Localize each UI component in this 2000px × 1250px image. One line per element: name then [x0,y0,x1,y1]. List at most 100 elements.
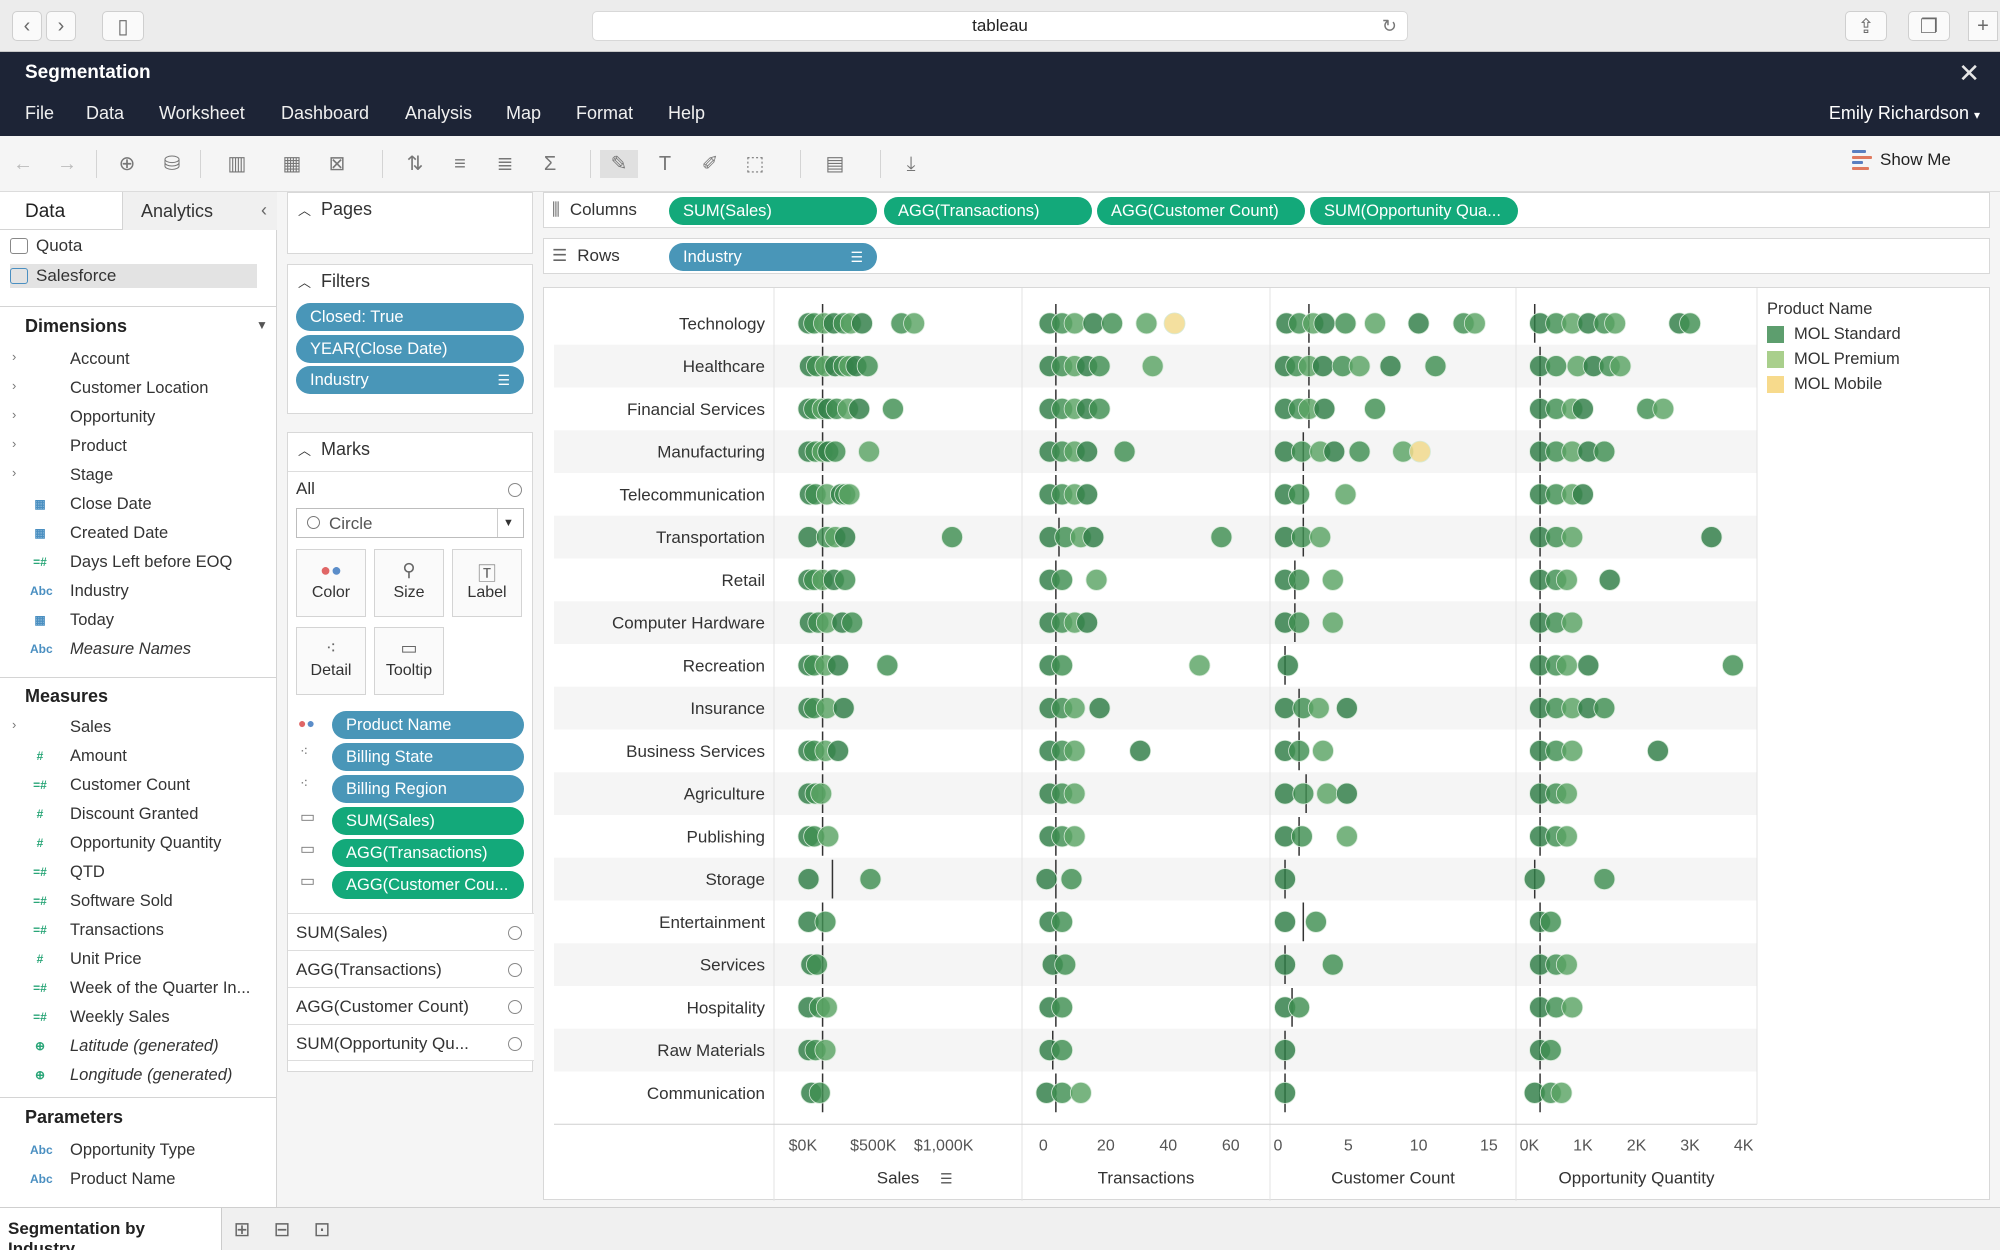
mark-pill-billing-region[interactable]: Billing Region [332,775,524,803]
mark-pill-sum-sales[interactable]: SUM(Sales) [332,807,524,835]
marks-agg-customer-count[interactable]: AGG(Customer Count) [288,987,534,1024]
tab-data[interactable]: Data [25,201,66,222]
mark-type-select[interactable]: Circle ▼ [296,508,524,538]
collapse-icon[interactable]: ‹ [261,200,267,220]
field-item[interactable]: Abc Measure Names [0,637,277,663]
row-pill-industry[interactable]: Industry ☰ [669,243,877,271]
redo-icon[interactable]: → [57,153,77,175]
field-item[interactable]: ▦ Today [0,608,277,634]
marks-sum-opportunity[interactable]: SUM(Opportunity Qu... [288,1024,534,1061]
show-me-button[interactable]: Show Me [1852,150,1951,170]
menu-help[interactable]: Help [668,103,706,123]
radio-icon[interactable] [508,483,522,497]
segmentation-chart[interactable]: Technology Healthcare Financial Services Ma… [544,288,1991,1201]
field-item[interactable]: =# QTD [0,860,277,886]
field-item[interactable]: › Stage [0,463,277,489]
field-item[interactable]: › Sales [0,715,277,741]
address-bar[interactable]: tableau ↻ [592,11,1408,41]
filter-pill-year[interactable]: YEAR(Close Date) [296,335,524,363]
field-item[interactable]: # Opportunity Quantity [0,831,277,857]
field-item[interactable]: # Amount [0,744,277,770]
duplicate-sheet-icon[interactable]: ▦ [282,153,302,175]
mark-pill-agg-transactions[interactable]: AGG(Transactions) [332,839,524,867]
forward-icon[interactable]: › [46,11,76,41]
field-item[interactable]: ▦ Created Date [0,521,277,547]
share-download-icon[interactable]: ⤓ [906,153,916,175]
new-story-icon[interactable]: ⊡ [313,1219,331,1241]
pause-updates-icon[interactable]: ⛁ [163,153,181,175]
legend-item-standard[interactable]: MOL Standard [1767,325,1901,344]
field-item[interactable]: ⊕ Latitude (generated) [0,1034,277,1060]
undo-icon[interactable]: ← [13,153,33,175]
datasource-salesforce[interactable]: Salesforce [10,264,257,288]
field-item[interactable]: =# Weekly Sales [0,1005,277,1031]
menu-analysis[interactable]: Analysis [405,103,473,123]
annotate-icon[interactable]: ✐ [701,153,719,175]
chevron-right-icon[interactable]: › [12,717,17,732]
legend-item-premium[interactable]: MOL Premium [1767,350,1901,369]
field-item[interactable]: › Customer Location [0,376,277,402]
columns-shelf[interactable]: ⫼ Columns SUM(Sales) AGG(Transactions) AG… [543,192,1990,228]
rows-shelf[interactable]: ☰ Rows Industry ☰ [543,238,1990,274]
color-button[interactable]: ●● Color [296,549,366,617]
field-item[interactable]: =# Week of the Quarter In... [0,976,277,1002]
detail-button[interactable]: ⁖ Detail [296,627,366,695]
pages-card[interactable]: ︿ Pages [287,192,533,254]
new-datasource-icon[interactable]: ⊕ [118,153,136,175]
labels-icon[interactable]: T [658,153,672,175]
back-icon[interactable]: ‹ [12,11,42,41]
mark-pill-product-name[interactable]: Product Name [332,711,524,739]
chevron-right-icon[interactable]: › [12,436,17,451]
totals-icon[interactable]: Σ [543,153,557,175]
column-pill-sum-sales[interactable]: SUM(Sales) [669,197,877,225]
datasource-quota[interactable]: Quota [10,236,82,256]
dimensions-menu-icon[interactable]: ▼ [256,318,268,332]
new-worksheet-icon[interactable]: ▥ [227,153,247,175]
column-pill-agg-transactions[interactable]: AGG(Transactions) [884,197,1092,225]
mark-pill-billing-state[interactable]: Billing State [332,743,524,771]
tooltip-button[interactable]: ▭ Tooltip [374,627,444,695]
menu-data[interactable]: Data [86,103,125,123]
sheet-tab-segmentation[interactable]: Segmentation by Industry [0,1208,222,1250]
field-item[interactable]: › Opportunity [0,405,277,431]
marks-sum-sales[interactable]: SUM(Sales) [288,913,534,950]
marks-agg-transactions[interactable]: AGG(Transactions) [288,950,534,987]
menu-worksheet[interactable]: Worksheet [159,103,245,123]
close-icon[interactable]: ✕ [1958,58,1980,88]
tab-analytics[interactable]: Analytics ‹ [122,192,277,230]
filter-pill-closed[interactable]: Closed: True [296,303,524,331]
menu-file[interactable]: File [25,103,55,123]
new-worksheet-icon[interactable]: ⊞ [233,1219,251,1241]
field-item[interactable]: ▦ Close Date [0,492,277,518]
swap-icon[interactable]: ⇅ [406,153,424,175]
label-button[interactable]: 🅃 Label [452,549,522,617]
new-dashboard-icon[interactable]: ⊟ [273,1219,291,1241]
chevron-right-icon[interactable]: › [12,465,17,480]
fit-icon[interactable]: ⬚ [745,153,765,175]
field-item[interactable]: › Account [0,347,277,373]
sort-ascending-icon[interactable]: ≡ [454,153,466,175]
presentation-icon[interactable]: ▤ [825,153,845,175]
field-item[interactable]: =# Days Left before EOQ [0,550,277,576]
chevron-right-icon[interactable]: › [12,349,17,364]
field-item[interactable]: › Product [0,434,277,460]
size-button[interactable]: ⚲ Size [374,549,444,617]
filters-card[interactable]: ︿ Filters Closed: True YEAR(Close Date) I… [287,264,533,414]
share-icon[interactable]: ⇪ [1845,11,1887,41]
clear-sheet-icon[interactable]: ⊠ [328,153,346,175]
tabs-icon[interactable]: ❐ [1908,11,1950,41]
reload-icon[interactable]: ↻ [1381,16,1397,36]
highlight-icon[interactable]: ✎ [600,150,638,178]
new-tab-icon[interactable]: + [1968,11,1998,41]
field-item[interactable]: ⊕ Longitude (generated) [0,1063,277,1089]
menu-format[interactable]: Format [576,103,634,123]
column-pill-sum-opportunity[interactable]: SUM(Opportunity Qua... [1310,197,1518,225]
mark-pill-agg-customer-count[interactable]: AGG(Customer Cou... [332,871,524,899]
legend-item-mobile[interactable]: MOL Mobile [1767,375,1901,394]
menu-map[interactable]: Map [506,103,542,123]
field-item[interactable]: =# Customer Count [0,773,277,799]
user-menu[interactable]: Emily Richardson ▾ [1829,103,1980,124]
field-item[interactable]: # Unit Price [0,947,277,973]
sort-descending-icon[interactable]: ≣ [496,153,514,175]
sidebar-icon[interactable]: ▯ [102,11,144,41]
